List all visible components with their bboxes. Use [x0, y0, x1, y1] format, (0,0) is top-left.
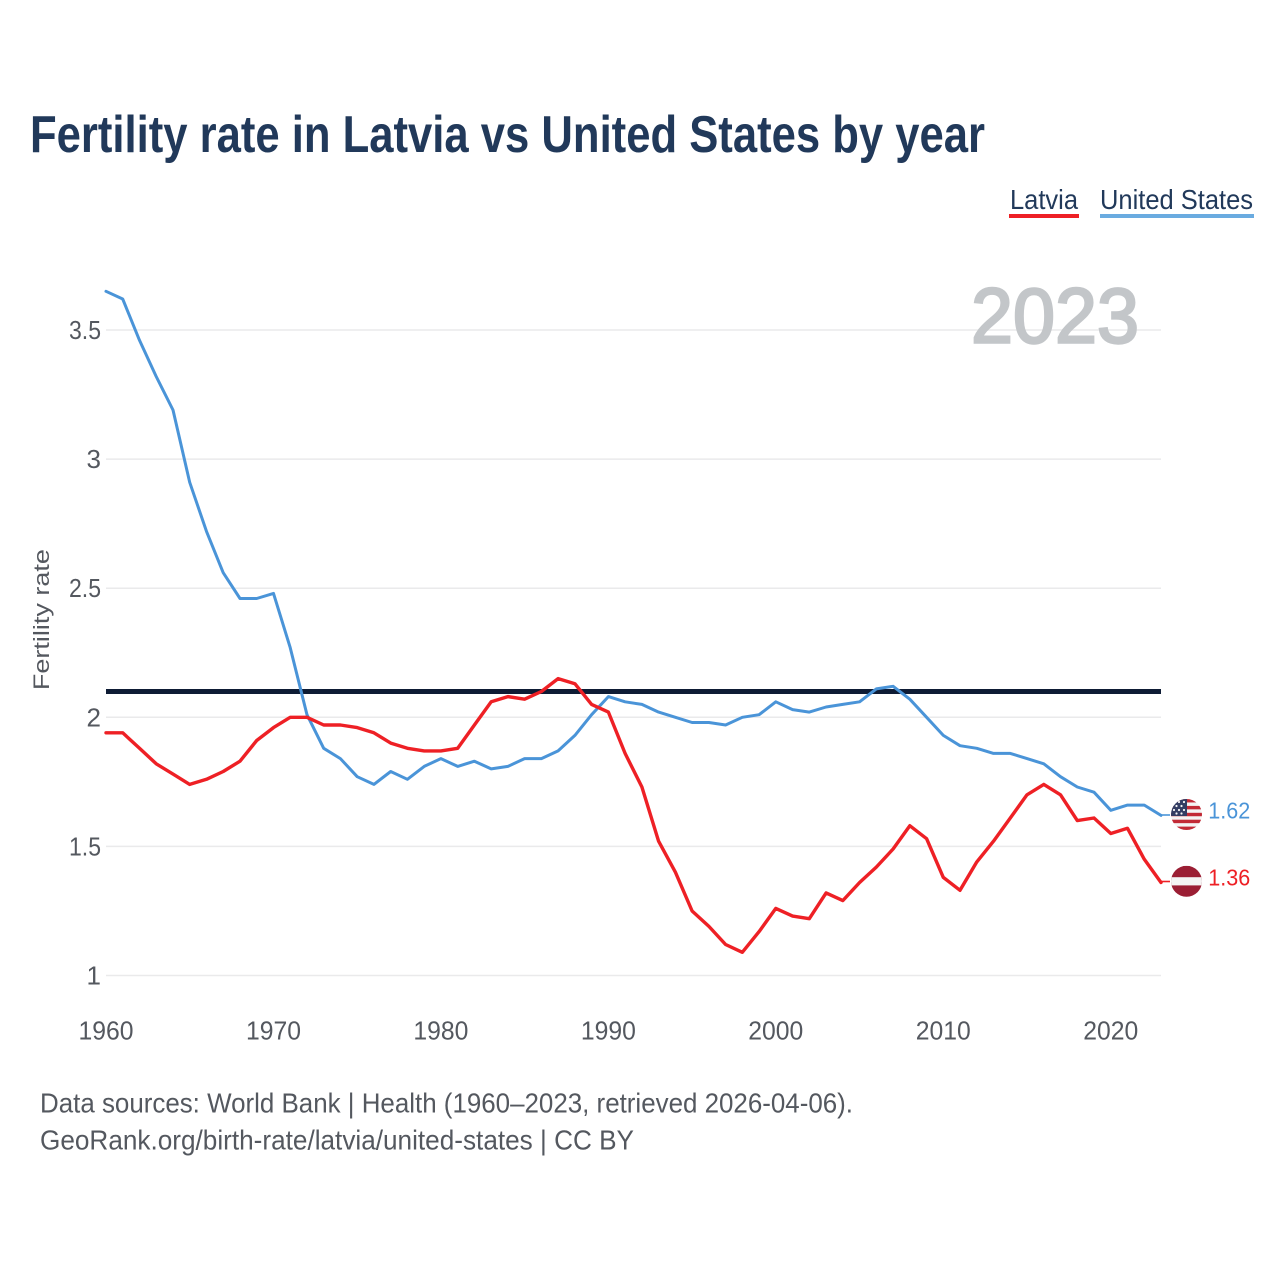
svg-text:Fertility rate: Fertility rate [29, 549, 54, 690]
svg-text:2000: 2000 [748, 1016, 803, 1046]
svg-text:GeoRank.org/birth-rate/latvia/: GeoRank.org/birth-rate/latvia/united-sta… [40, 1125, 634, 1156]
svg-text:1980: 1980 [413, 1016, 468, 1046]
svg-text:2023: 2023 [971, 272, 1139, 360]
svg-text:2: 2 [87, 702, 101, 732]
svg-text:Fertility rate in Latvia vs Un: Fertility rate in Latvia vs United State… [30, 106, 985, 164]
svg-text:Latvia: Latvia [1010, 184, 1078, 215]
svg-text:3.5: 3.5 [69, 315, 101, 345]
svg-text:United States: United States [1100, 184, 1253, 215]
svg-text:3: 3 [87, 444, 101, 474]
svg-text:1.5: 1.5 [69, 831, 101, 861]
svg-text:2010: 2010 [916, 1016, 971, 1046]
svg-text:1.62: 1.62 [1208, 798, 1250, 824]
svg-text:1: 1 [87, 961, 101, 991]
svg-text:2020: 2020 [1083, 1016, 1138, 1046]
svg-text:1970: 1970 [246, 1016, 301, 1046]
svg-text:Data sources: World Bank | Hea: Data sources: World Bank | Health (1960–… [40, 1088, 853, 1119]
svg-text:1.36: 1.36 [1208, 865, 1250, 891]
svg-text:1990: 1990 [581, 1016, 636, 1046]
svg-text:2.5: 2.5 [69, 573, 101, 603]
svg-text:1960: 1960 [79, 1016, 134, 1046]
